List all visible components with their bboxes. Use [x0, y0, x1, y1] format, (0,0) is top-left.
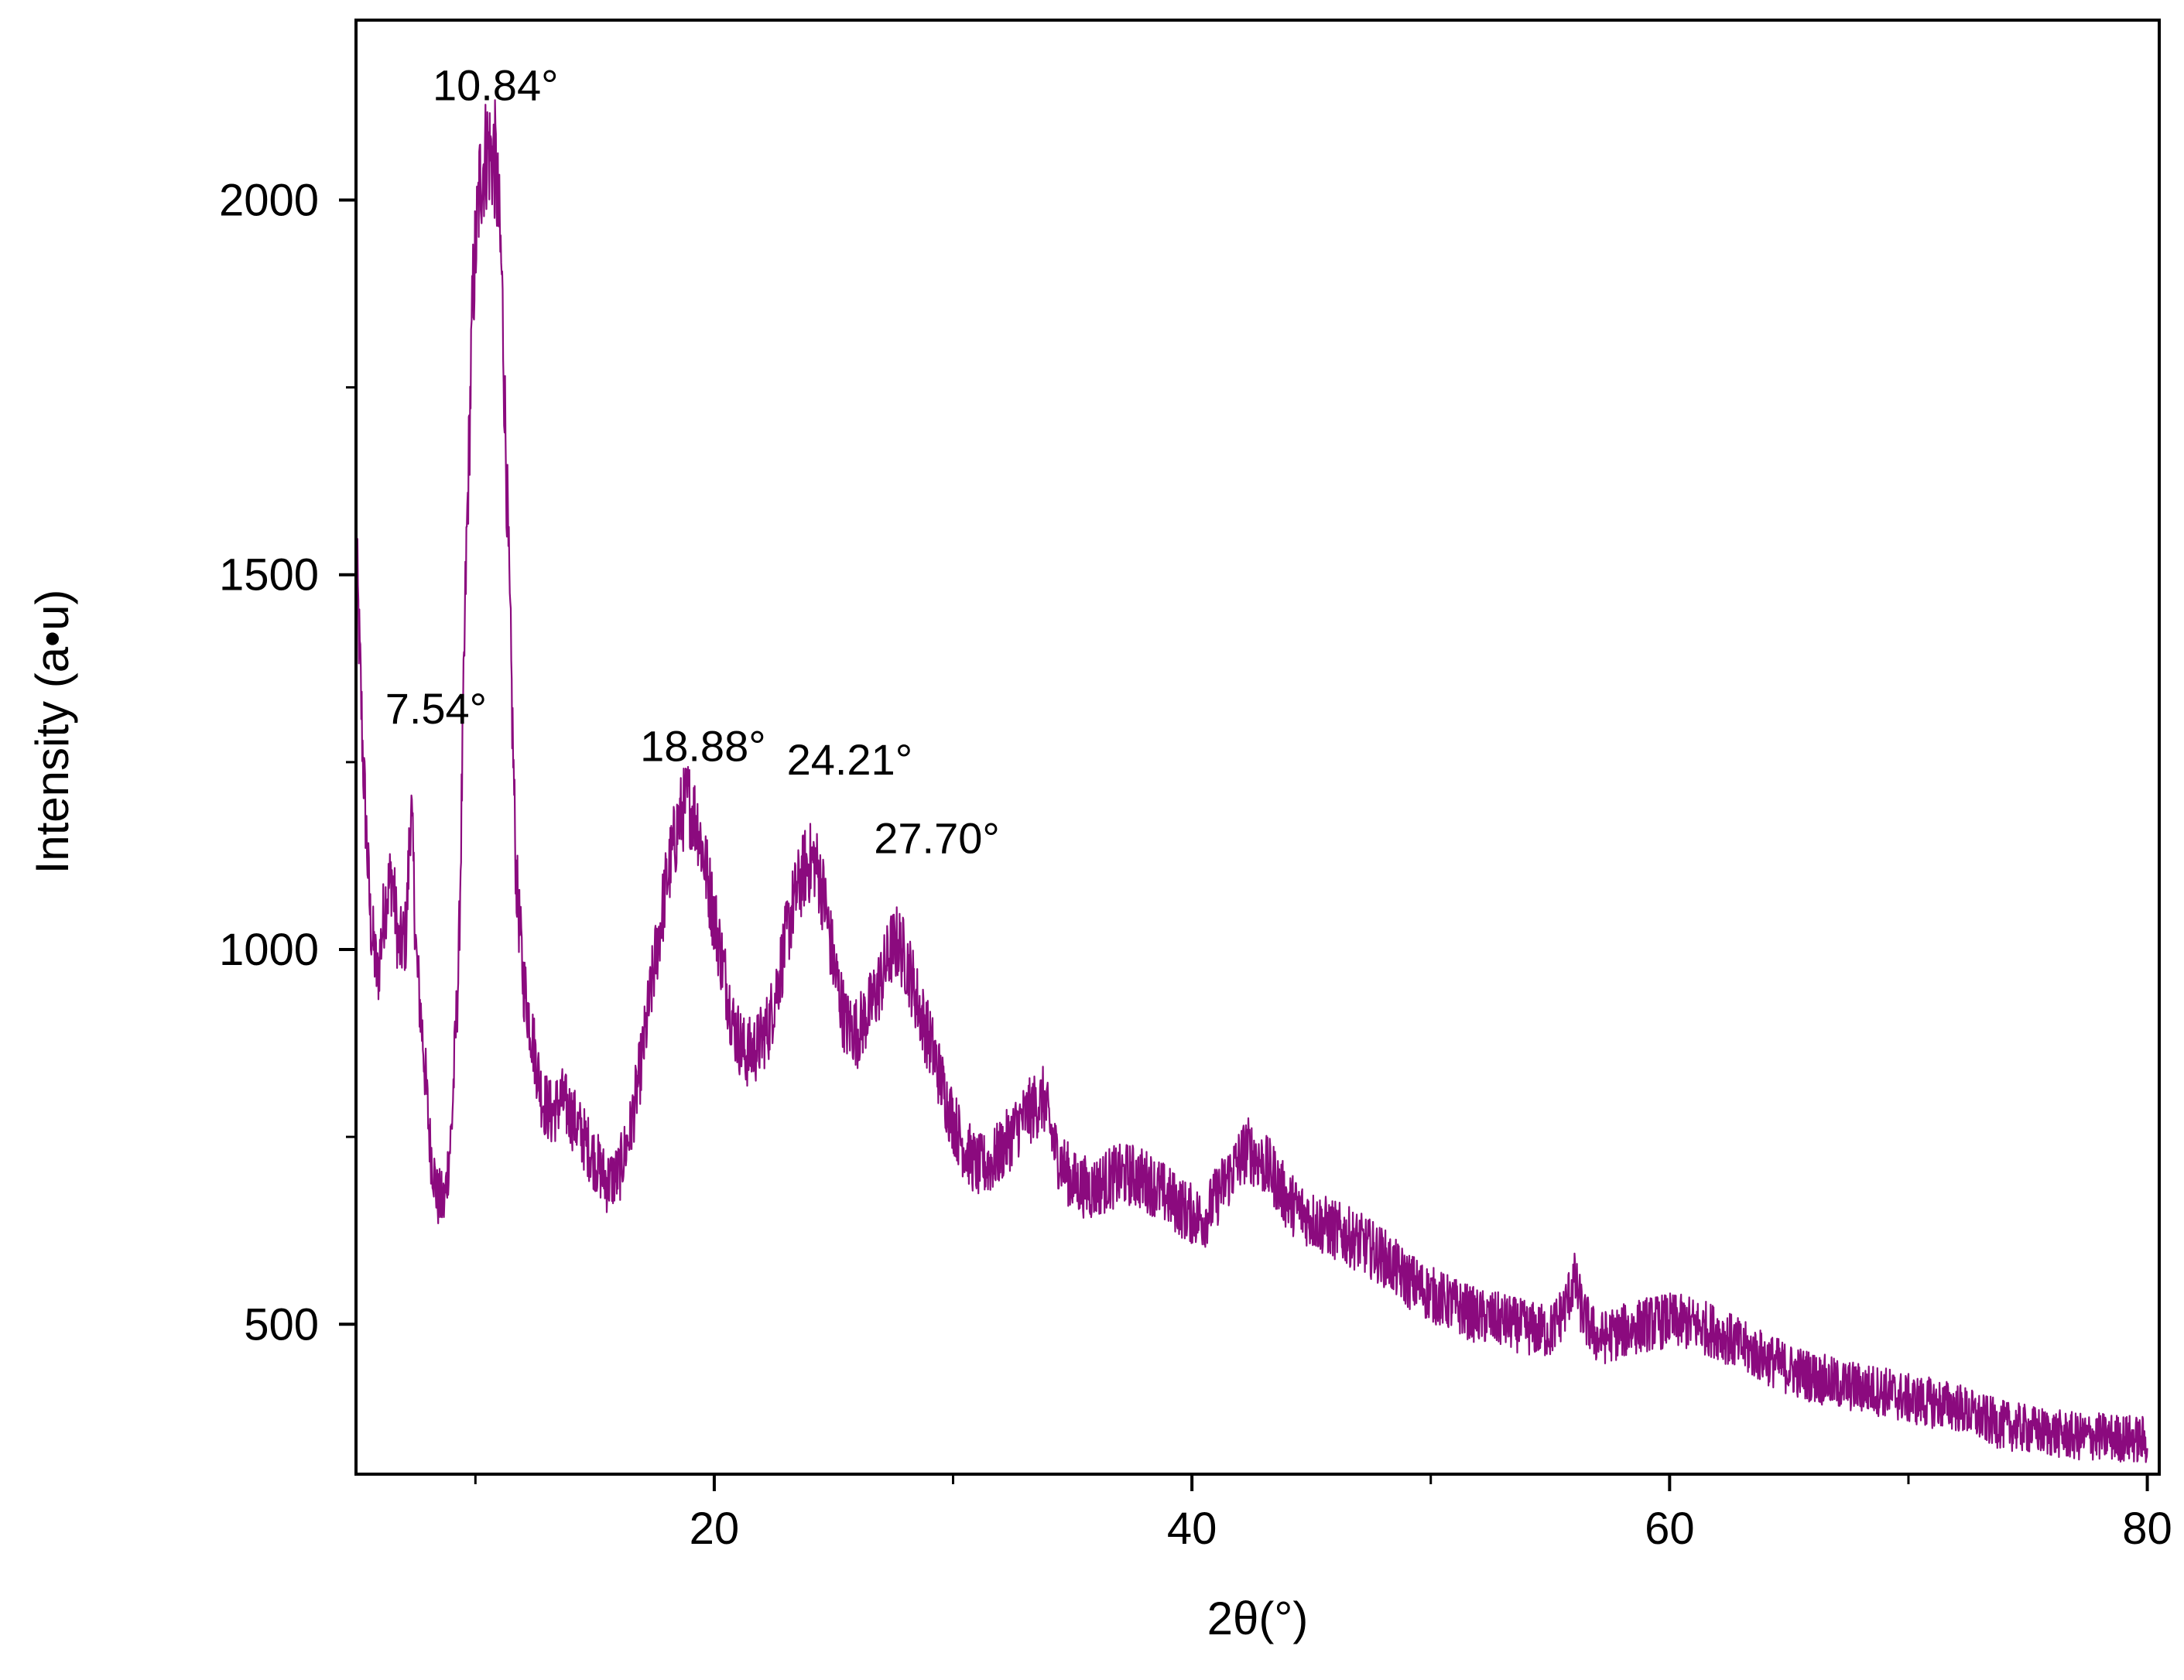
peak-label: 27.70° [874, 813, 1000, 862]
peak-label: 18.88° [640, 721, 766, 770]
x-tick-label: 80 [2122, 1504, 2172, 1554]
y-tick-label: 1500 [219, 550, 319, 600]
x-tick-label: 20 [690, 1504, 740, 1554]
x-axis: 20 40 60 80 [474, 1474, 2172, 1554]
y-tick-label: 2000 [219, 175, 319, 225]
plot-area [354, 99, 2148, 1463]
peak-annotations: 10.84° 7.54° 18.88° 24.21° 27.70° [385, 60, 1000, 862]
y-tick-label: 500 [244, 1299, 319, 1350]
y-tick-label: 1000 [219, 925, 319, 975]
plot-frame [354, 19, 2161, 1476]
peak-label: 7.54° [385, 684, 487, 733]
y-axis: 500 1000 1500 2000 [219, 175, 356, 1350]
x-tick-label: 60 [1645, 1504, 1695, 1554]
peak-label: 10.84° [433, 60, 559, 109]
series-line [354, 99, 2148, 1463]
x-axis-title: 2θ(°) [1207, 1593, 1309, 1644]
y-axis-title: Intensity (a•u) [26, 590, 78, 874]
peak-label: 24.21° [787, 735, 913, 784]
x-tick-label: 40 [1167, 1504, 1217, 1554]
